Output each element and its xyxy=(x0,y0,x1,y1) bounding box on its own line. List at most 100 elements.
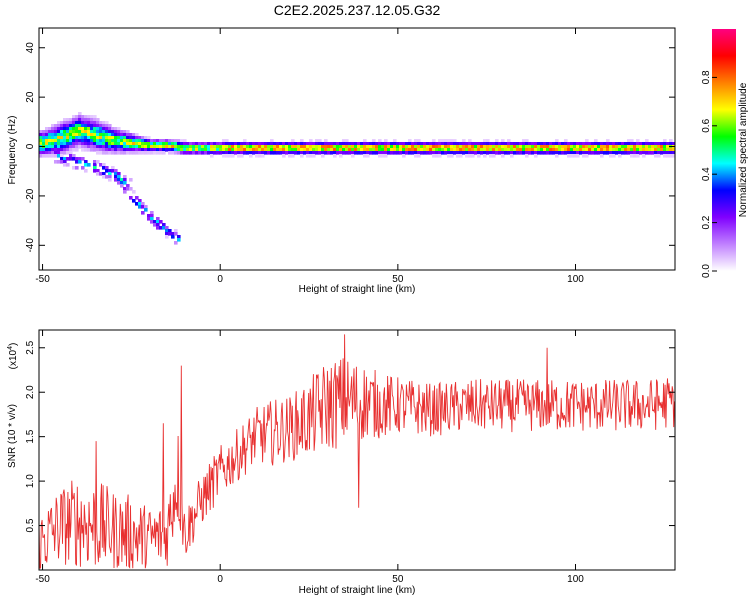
spectrogram-cell xyxy=(663,142,667,146)
spectrogram-cell xyxy=(102,151,106,155)
spectrogram-cell xyxy=(594,145,598,149)
spectrogram-cell xyxy=(156,223,160,227)
spectrogram-cell xyxy=(48,145,52,149)
spectrogram-cell xyxy=(318,151,322,155)
spectrogram-cell xyxy=(594,148,598,152)
spectrogram-cell xyxy=(147,148,151,152)
spectrogram-cell xyxy=(672,148,675,152)
spectrogram-cell xyxy=(123,130,127,134)
spectrogram-cell xyxy=(87,127,91,131)
spectrogram-cell xyxy=(219,142,223,146)
spectrogram-cell xyxy=(438,145,442,149)
spectrogram-cell xyxy=(126,151,130,155)
spectrogram-cell xyxy=(300,151,304,155)
spectrogram-cell xyxy=(183,148,187,152)
spectrogram-cell xyxy=(558,148,562,152)
spectrogram-cell xyxy=(147,151,151,155)
spectrogram-cell xyxy=(375,148,379,152)
spectrogram-cell xyxy=(66,127,70,131)
spectrogram-cell xyxy=(123,133,127,137)
spectrogram-cell xyxy=(621,142,625,146)
spectrogram-cell xyxy=(114,151,118,155)
spectrogram-cell xyxy=(222,151,226,155)
spectrogram-cell xyxy=(72,118,76,122)
spectrogram-cell xyxy=(72,142,76,146)
spectrogram-cell xyxy=(537,148,541,152)
snr-panel: -50 0 50 100 0.5 1.0 1.5 2.0 2.5 Height of stra… xyxy=(7,329,676,596)
spectrogram-cell xyxy=(225,154,229,158)
spectrogram-cell xyxy=(531,142,535,146)
spectrogram-cell xyxy=(105,124,109,128)
spectrogram-cell xyxy=(402,154,406,158)
spectrogram-cell xyxy=(165,139,169,143)
spectrogram-cell xyxy=(189,148,193,152)
spectrogram-cell xyxy=(123,142,127,146)
spectrogram-cell xyxy=(510,142,514,146)
spectrogram-cell xyxy=(507,148,511,152)
spectrogram-cell xyxy=(105,151,109,155)
spectrogram-cell xyxy=(651,145,655,149)
spectrogram-cell xyxy=(54,154,58,158)
spectrogram-cell xyxy=(366,142,370,146)
spectrogram-cell xyxy=(105,175,109,179)
spectrogram-cell xyxy=(159,148,163,152)
spectrogram-cell xyxy=(402,151,406,155)
spectrogram-cell xyxy=(90,145,94,149)
spectrogram-cell xyxy=(147,217,151,221)
spectrogram-cell xyxy=(66,118,70,122)
spectrogram-cell xyxy=(186,145,190,149)
spectrogram-cell xyxy=(351,154,355,158)
spectrogram-cell xyxy=(72,139,76,143)
spectrogram-cell xyxy=(69,145,73,149)
spectrogram-cell xyxy=(555,148,559,152)
spectrogram-cell xyxy=(54,145,58,149)
spectrogram-cell xyxy=(519,148,523,152)
spectrogram-cell xyxy=(321,148,325,152)
spectrogram-cell xyxy=(429,145,433,149)
spectrogram-cell xyxy=(252,148,256,152)
spectrogram-cell xyxy=(654,142,658,146)
spectrogram-cell xyxy=(114,136,118,140)
spectrogram-cell xyxy=(561,151,565,155)
spectrogram-cell xyxy=(129,142,133,146)
spectrogram-cell xyxy=(150,217,154,221)
spectrogram-cell xyxy=(69,133,73,137)
spectrogram-cell xyxy=(591,145,595,149)
spectrogram-cell xyxy=(183,142,187,146)
spectrogram-cell xyxy=(522,145,526,149)
spectrogram-cell xyxy=(555,142,559,146)
spectrogram-cell xyxy=(321,145,325,149)
spectrogram-cell xyxy=(498,142,502,146)
spectrogram-cell xyxy=(579,145,583,149)
spectrogram-cell xyxy=(69,142,73,146)
spectrogram-cell xyxy=(144,145,148,149)
spectrogram-cell xyxy=(84,118,88,122)
spectrogram-cell xyxy=(126,130,130,134)
spectrogram-cell xyxy=(186,151,190,155)
spectrogram-cell xyxy=(261,154,265,158)
spectrogram-cell xyxy=(510,145,514,149)
spectrogram-cell xyxy=(489,154,493,158)
spectrogram-cell xyxy=(447,145,451,149)
spectrogram-cell xyxy=(501,148,505,152)
spectrogram-cell xyxy=(54,127,58,131)
spectrogram-cell xyxy=(210,142,214,146)
spectrogram-cell xyxy=(81,115,85,119)
spectrogram-cell xyxy=(630,148,634,152)
spectrogram-cell xyxy=(102,175,106,179)
spectrogram-cell xyxy=(552,148,556,152)
spectrogram-cell xyxy=(393,148,397,152)
spectrogram-cell xyxy=(132,190,136,194)
spectrogram-cell xyxy=(495,139,499,143)
spectrogram-cell xyxy=(417,145,421,149)
spectrogram-cell xyxy=(414,145,418,149)
spectrogram-cell xyxy=(390,142,394,146)
spectrogram-cell xyxy=(453,139,457,143)
spectrogram-cell xyxy=(207,145,211,149)
spectrogram-cell xyxy=(63,136,67,140)
spectrogram-cell xyxy=(324,145,328,149)
spectrogram-cell xyxy=(195,148,199,152)
spectrogram-cell xyxy=(357,145,361,149)
spectrogram-cell xyxy=(423,148,427,152)
spectrogram-cell xyxy=(114,169,118,173)
